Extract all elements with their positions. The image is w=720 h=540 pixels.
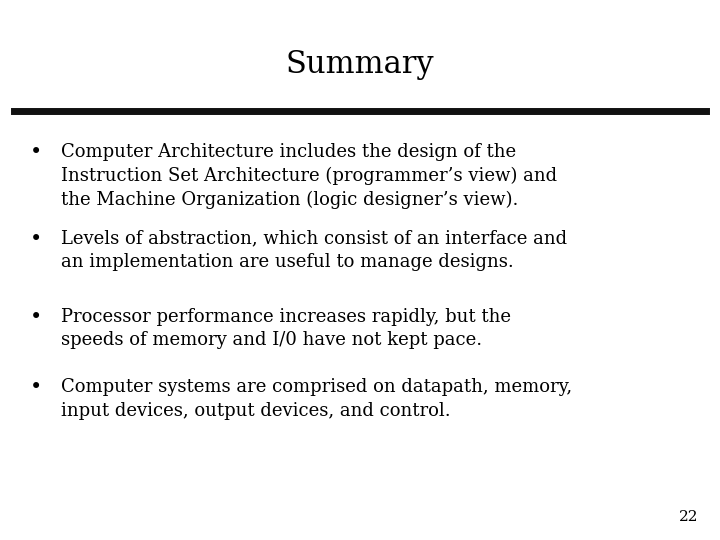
Text: Computer Architecture includes the design of the
Instruction Set Architecture (p: Computer Architecture includes the desig…: [61, 143, 557, 209]
Text: •: •: [30, 143, 42, 162]
Text: •: •: [30, 230, 42, 248]
Text: •: •: [30, 308, 42, 327]
Text: Levels of abstraction, which consist of an interface and
an implementation are u: Levels of abstraction, which consist of …: [61, 230, 567, 271]
Text: •: •: [30, 378, 42, 397]
Text: Processor performance increases rapidly, but the
speeds of memory and I/0 have n: Processor performance increases rapidly,…: [61, 308, 511, 349]
Text: 22: 22: [679, 510, 698, 524]
Text: Summary: Summary: [286, 49, 434, 79]
Text: Computer systems are comprised on datapath, memory,
input devices, output device: Computer systems are comprised on datapa…: [61, 378, 572, 420]
